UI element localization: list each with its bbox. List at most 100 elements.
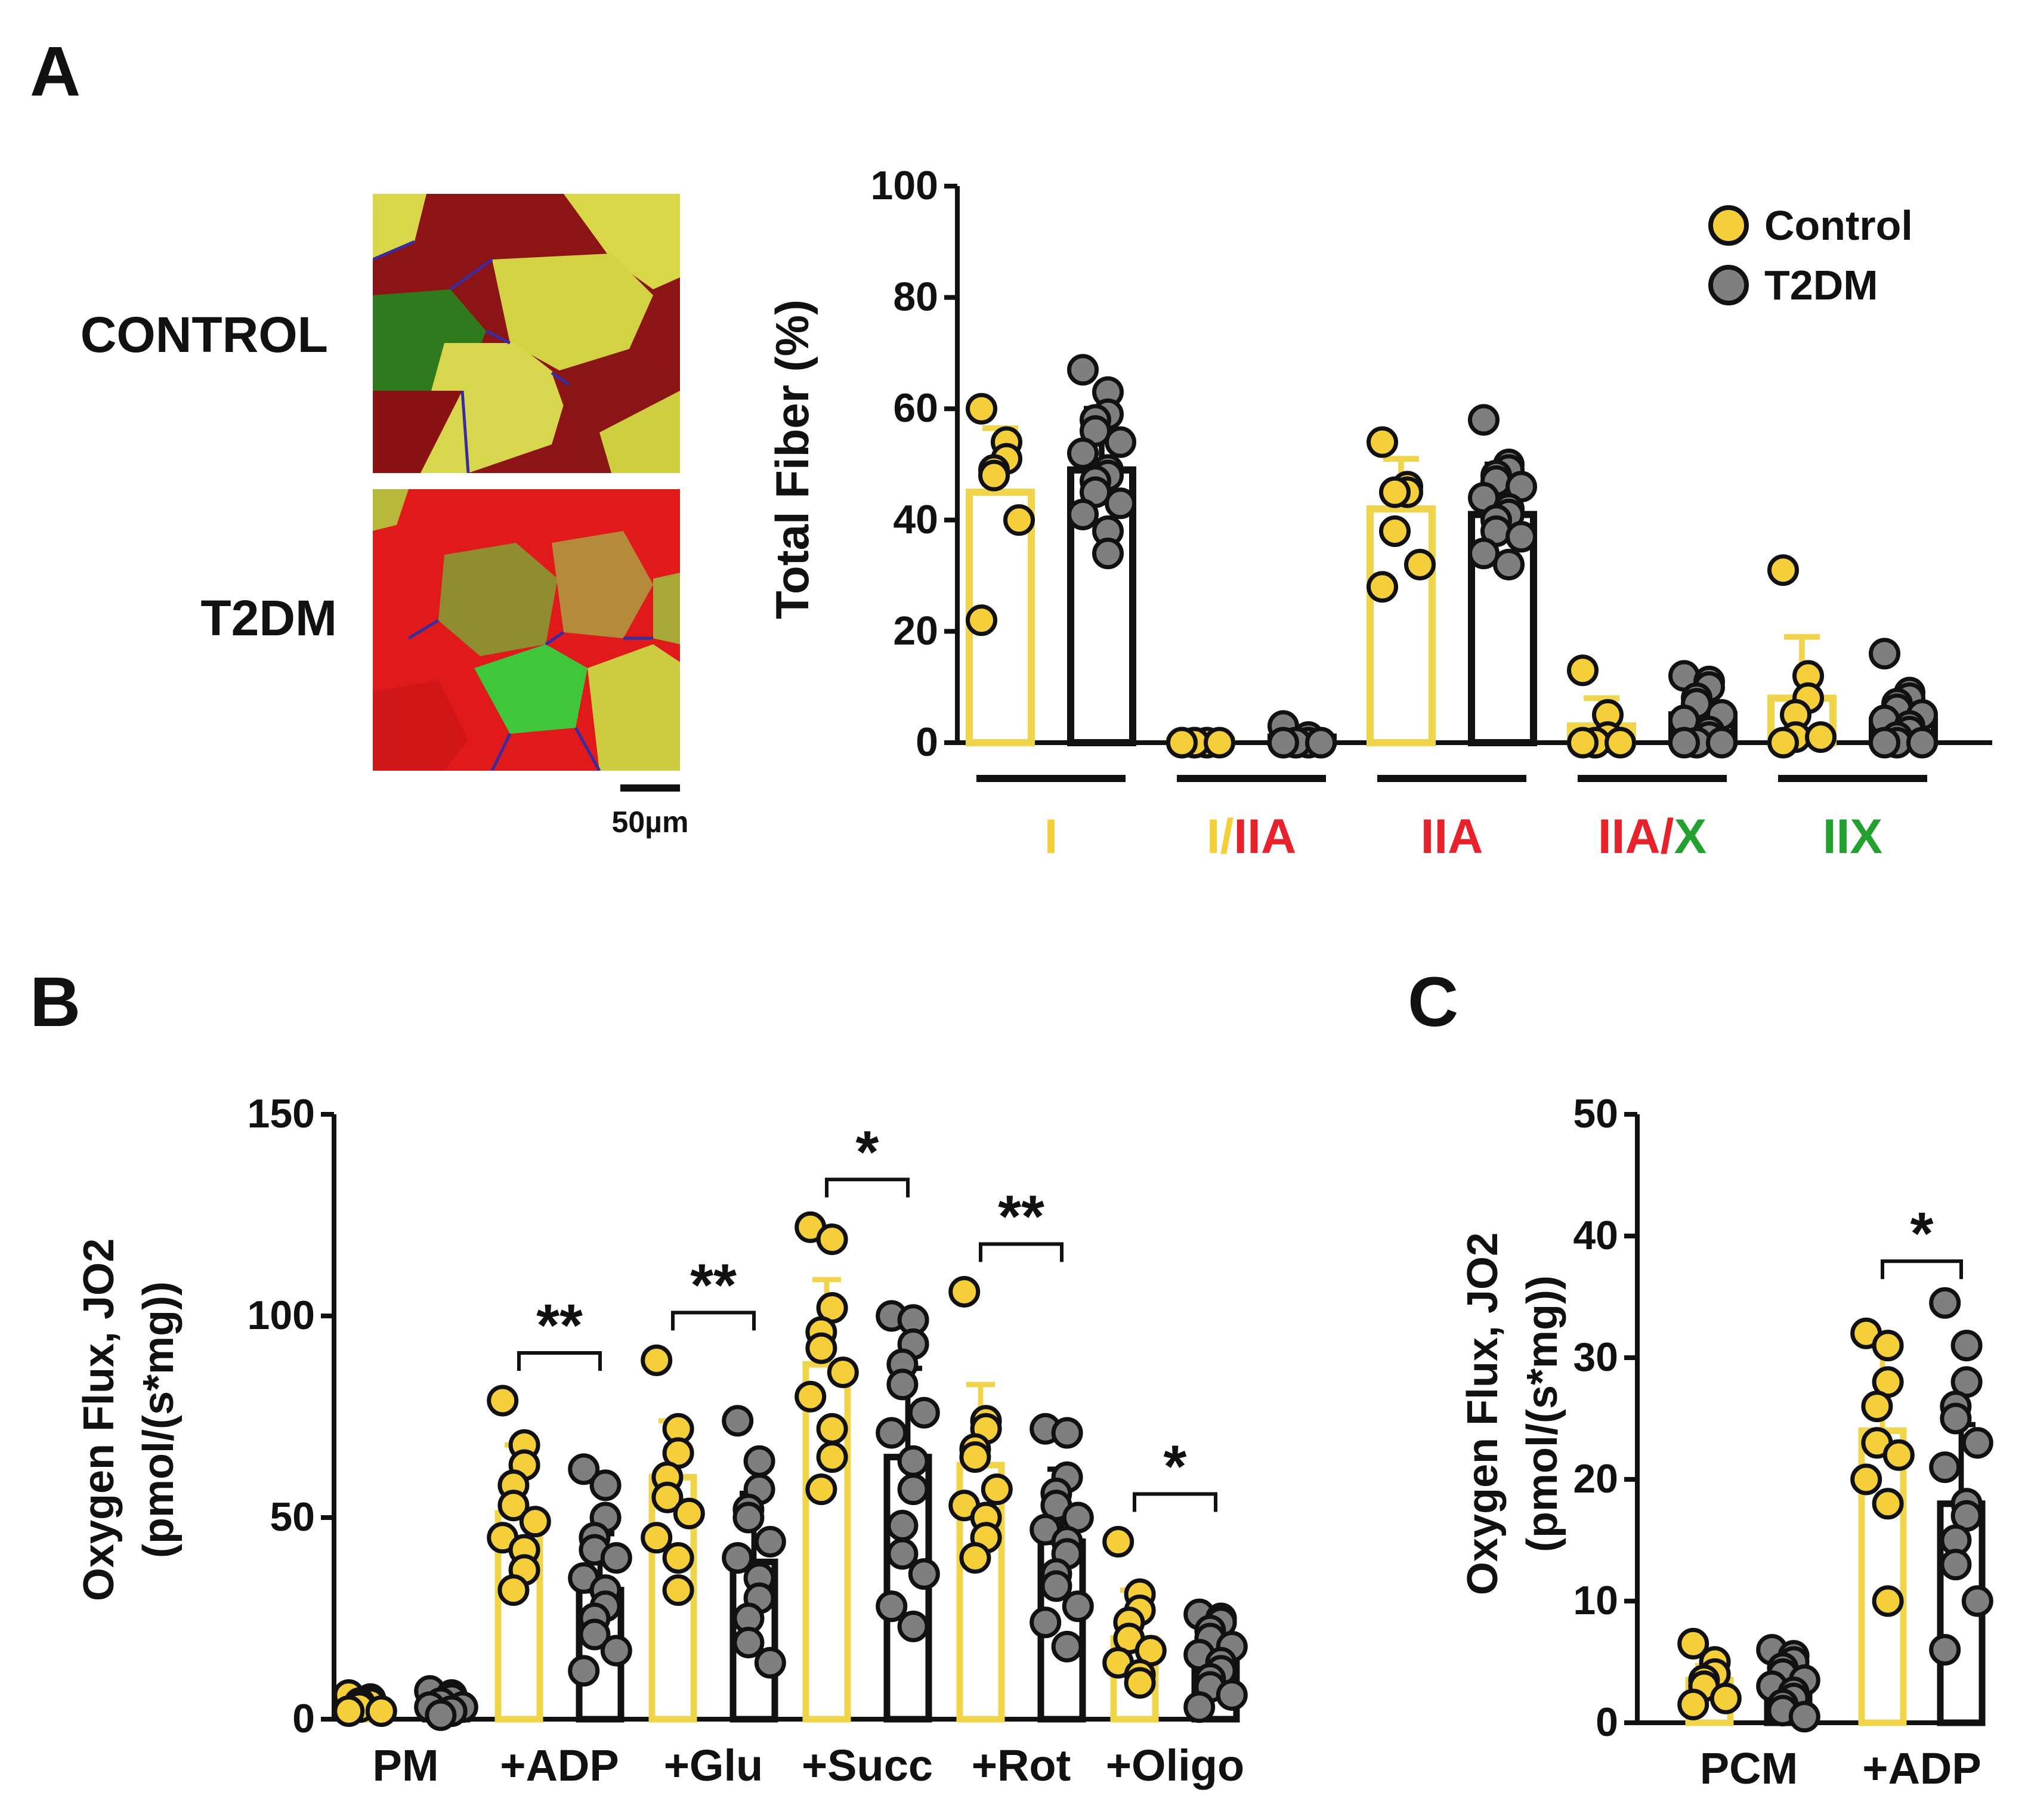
control-point xyxy=(1567,654,1599,687)
control-point xyxy=(1850,1463,1882,1495)
t2dm-point xyxy=(1940,1402,1972,1435)
y-axis-label: Total Fiber (%) xyxy=(766,299,818,619)
significance-bracket xyxy=(671,1311,756,1331)
control-point xyxy=(1003,504,1035,536)
control-point xyxy=(827,1356,859,1389)
category-label-part: / xyxy=(1220,809,1234,864)
control-point xyxy=(1204,727,1235,759)
x-category-label: PM xyxy=(373,1741,439,1790)
significance-stars: * xyxy=(1164,1433,1187,1500)
category-label-part: IIA xyxy=(1421,809,1483,864)
control-point xyxy=(794,1380,827,1413)
control-point xyxy=(1379,476,1411,508)
t2dm-point xyxy=(1067,498,1099,530)
t2dm-point xyxy=(1216,1679,1248,1711)
control-point xyxy=(966,604,997,636)
t2dm-point xyxy=(743,1445,775,1477)
t2dm-point xyxy=(732,1627,765,1659)
y-axis-label: Oxygen Flux, JO2 xyxy=(75,1238,123,1601)
x-category-label: I/IIA xyxy=(1207,809,1296,864)
control-point xyxy=(1861,1391,1893,1423)
t2dm-point xyxy=(886,1510,919,1542)
t2dm-point xyxy=(1305,727,1337,759)
t2dm-point xyxy=(1040,1570,1072,1602)
t2dm-point xyxy=(1183,1691,1216,1723)
t2dm-point xyxy=(1929,1287,1961,1319)
control-point xyxy=(662,1542,694,1574)
t2dm-point xyxy=(1706,727,1738,759)
control-point xyxy=(816,1413,848,1445)
control-point xyxy=(978,459,1010,492)
t2dm-point xyxy=(1929,1634,1961,1666)
control-point xyxy=(651,1481,684,1513)
control-point xyxy=(805,1473,837,1506)
t2dm-point xyxy=(568,1655,600,1687)
legend-control-marker xyxy=(1708,205,1749,246)
y-tick-label: 0 xyxy=(916,719,938,765)
control-point xyxy=(1709,1682,1742,1714)
control-point xyxy=(497,1574,530,1606)
control-point xyxy=(959,1441,991,1473)
category-label-part: I xyxy=(1207,809,1220,864)
control-micrograph xyxy=(373,194,680,473)
control-point xyxy=(1677,1688,1709,1720)
t2dm-point xyxy=(1051,1630,1083,1663)
t2dm-point xyxy=(1505,521,1537,553)
t2dm-point xyxy=(897,1611,929,1643)
t2dm-point xyxy=(1869,727,1900,759)
x-category-label: I xyxy=(1044,809,1058,864)
y-tick-label: 100 xyxy=(248,1293,315,1338)
t2dm-point xyxy=(568,1453,600,1485)
significance-stars: ** xyxy=(690,1252,737,1318)
category-label-part: X xyxy=(1674,809,1707,864)
t2dm-point xyxy=(897,1473,929,1506)
t2dm-point xyxy=(1961,1585,1993,1617)
category-label-part: IIA xyxy=(1234,809,1296,864)
control-point xyxy=(948,1275,981,1308)
x-category-label: IIA/X xyxy=(1598,809,1707,864)
t2dm-point xyxy=(1067,437,1099,469)
y-tick-label: 0 xyxy=(292,1696,315,1741)
control-point xyxy=(816,1223,848,1256)
control-image-label: CONTROL xyxy=(81,307,328,363)
t2dm-point xyxy=(732,1501,765,1534)
t2dm-point xyxy=(1468,404,1500,436)
significance-bracket xyxy=(979,1242,1064,1262)
significance-stars: * xyxy=(1910,1200,1934,1267)
x-category-label: +ADP xyxy=(500,1741,619,1790)
y-tick-label: 0 xyxy=(1596,1700,1618,1745)
t2dm-point xyxy=(886,1368,919,1401)
control-point xyxy=(673,1497,705,1529)
t2dm-point xyxy=(600,1542,632,1574)
control-point xyxy=(1166,727,1198,759)
significance-stars: * xyxy=(856,1118,879,1185)
control-point xyxy=(641,1522,673,1554)
control-point xyxy=(1767,727,1799,759)
t2dm-point xyxy=(897,1445,929,1477)
t2dm-point xyxy=(1668,727,1700,759)
y-axis-label-units: (pmol/(s*mg)) xyxy=(1519,1275,1566,1552)
control-point xyxy=(1124,1667,1156,1699)
t2dm-point xyxy=(1062,1590,1094,1623)
legend-label: Control xyxy=(1764,202,1913,249)
control-point xyxy=(1767,554,1799,586)
t2dm-point xyxy=(1788,1701,1820,1733)
y-tick-label: 150 xyxy=(248,1091,315,1136)
control-point xyxy=(1567,727,1599,759)
control-point xyxy=(981,1473,1013,1506)
control-point xyxy=(1605,727,1636,759)
y-tick-label: 40 xyxy=(1573,1213,1618,1258)
legend-t2dm-marker xyxy=(1708,265,1749,305)
significance-bracket xyxy=(1881,1259,1963,1280)
panel-letter-c: C xyxy=(1408,963,1458,1042)
t2dm-point xyxy=(1067,354,1099,386)
t2dm-point xyxy=(886,1538,919,1570)
y-tick-label: 30 xyxy=(1573,1334,1618,1380)
control-point xyxy=(1882,1439,1915,1471)
scale-bar xyxy=(620,784,680,792)
t2dm-point xyxy=(722,1542,754,1574)
y-tick-label: 50 xyxy=(1573,1091,1618,1136)
t2dm-point xyxy=(600,1634,632,1667)
t2dm-point xyxy=(1869,638,1900,670)
